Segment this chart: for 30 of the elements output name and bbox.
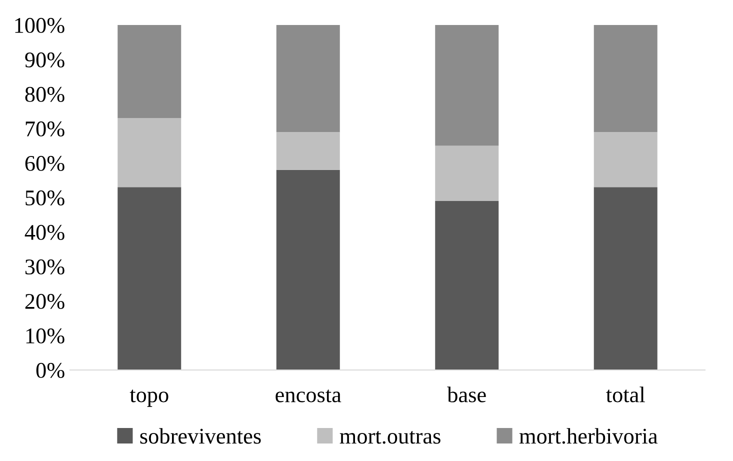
x-tick-label: topo xyxy=(130,390,168,407)
y-tick-label: 0% xyxy=(36,362,64,378)
legend-label: sobreviventes xyxy=(140,428,261,444)
y-tick-label: 90% xyxy=(25,52,64,68)
y-tick-label: 10% xyxy=(26,328,64,344)
y-tick-label: 60% xyxy=(25,156,64,171)
bar xyxy=(594,25,658,132)
x-tick-label: total xyxy=(606,386,645,402)
y-tick-label: 80% xyxy=(25,86,64,102)
y-tick-label: 100% xyxy=(15,18,64,33)
bar xyxy=(435,25,499,146)
bar xyxy=(276,132,340,170)
bar xyxy=(276,170,340,370)
x-tick-label: encosta xyxy=(276,390,342,402)
y-tick-label: 50% xyxy=(26,190,64,206)
bar xyxy=(594,132,658,188)
y-tick-label: 20% xyxy=(25,294,64,309)
y-tick-label: 40% xyxy=(24,224,64,240)
legend-label: mort.outras xyxy=(340,430,440,444)
bar xyxy=(435,146,499,201)
y-tick-label: 30% xyxy=(25,259,64,274)
bar xyxy=(594,187,658,370)
bar xyxy=(276,25,340,132)
bar xyxy=(435,200,499,370)
bar xyxy=(118,118,182,188)
bar xyxy=(118,187,182,370)
bar xyxy=(118,25,182,118)
x-tick-label: base xyxy=(447,386,486,402)
legend-label: mort.herbivoria xyxy=(519,428,658,444)
y-tick-label: 70% xyxy=(26,121,64,136)
